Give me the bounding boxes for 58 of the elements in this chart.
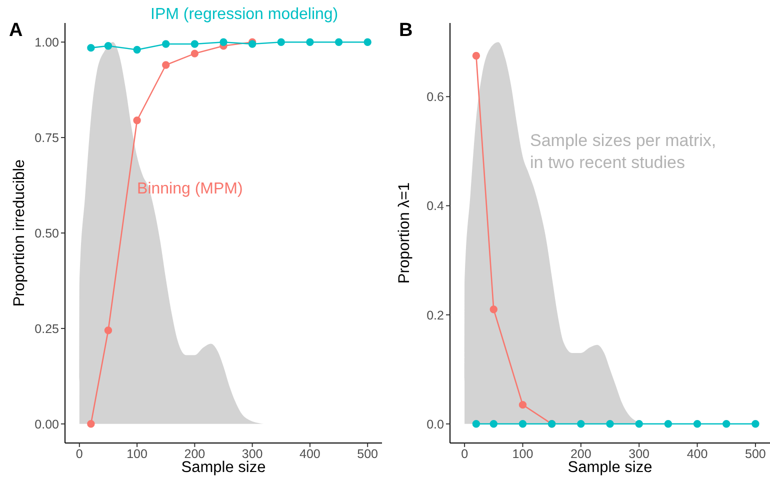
y-tick-label: 0.4 — [426, 199, 444, 214]
y-tick-label: 0.00 — [34, 417, 60, 432]
y-axis-title: Proportion irreducible — [11, 158, 29, 309]
y-tick-label: 0.25 — [34, 322, 60, 336]
x-tick-label: 200 — [570, 446, 592, 461]
x-axis-title: Sample size — [566, 459, 654, 477]
point — [577, 420, 585, 428]
point — [606, 420, 614, 428]
series-label: IPM (regression modeling) — [150, 6, 338, 23]
point — [490, 306, 498, 314]
point — [518, 400, 527, 409]
point — [162, 61, 170, 69]
point — [364, 38, 372, 46]
point — [104, 42, 112, 50]
point — [190, 50, 199, 58]
point — [752, 420, 760, 428]
y-tick-label: 0.50 — [34, 226, 60, 240]
y-tick-label: 0.2 — [426, 308, 444, 322]
x-tick-label: 500 — [357, 446, 378, 461]
point — [635, 420, 643, 428]
point — [472, 420, 480, 428]
point — [334, 38, 343, 46]
series-label: Binning (MPM) — [137, 180, 243, 198]
point — [306, 38, 314, 46]
y-tick-label: 0.6 — [426, 90, 444, 104]
point — [518, 420, 527, 428]
x-axis-title: Sample size — [180, 459, 267, 477]
x-tick-label: 0 — [76, 446, 83, 461]
point — [87, 420, 95, 428]
point — [190, 40, 199, 48]
x-tick-label: 100 — [512, 446, 534, 461]
point — [87, 44, 95, 52]
y-tick-label: 1.00 — [34, 36, 60, 50]
point — [162, 40, 170, 48]
annotation: Sample sizes per matrix, in two recent studies — [530, 130, 716, 174]
chart-title: A — [9, 20, 23, 42]
point — [277, 38, 285, 46]
x-tick-label: 0 — [461, 446, 468, 461]
point — [133, 116, 141, 124]
x-tick-label: 300 — [628, 446, 650, 461]
point — [490, 420, 498, 428]
point — [664, 420, 672, 428]
point — [472, 52, 480, 60]
point — [693, 420, 702, 428]
x-tick-label: 400 — [300, 446, 320, 461]
x-tick-label: 400 — [686, 446, 708, 461]
y-axis-title: Proportion λ=1 — [396, 181, 414, 286]
x-tick-label: 100 — [126, 446, 148, 461]
point — [133, 46, 141, 54]
point — [104, 326, 112, 334]
chart-title: B — [399, 20, 413, 42]
x-tick-label: 500 — [745, 446, 766, 461]
x-tick-label: 300 — [242, 446, 263, 461]
x-tick-label: 200 — [184, 446, 206, 461]
y-tick-label: 0.0 — [426, 417, 444, 432]
point — [722, 420, 730, 428]
y-tick-label: 0.75 — [34, 130, 60, 145]
point — [220, 38, 228, 46]
